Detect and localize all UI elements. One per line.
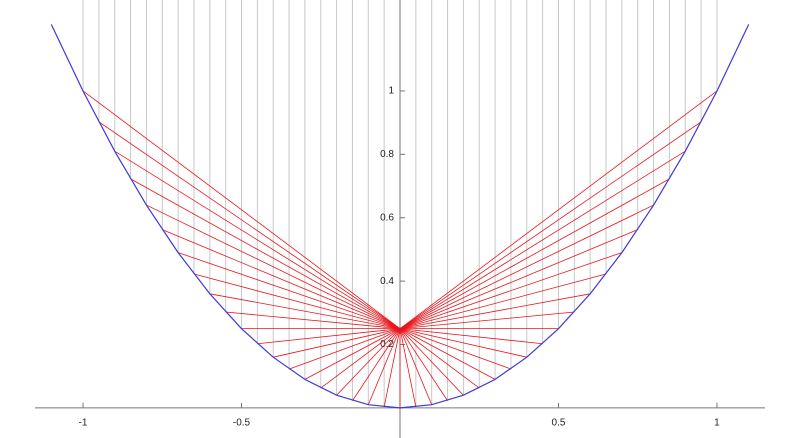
ray [146, 204, 401, 330]
ray [399, 252, 622, 330]
ray [399, 178, 670, 330]
ray [383, 328, 401, 408]
x-tick-label: -1 [79, 418, 88, 429]
ray [399, 328, 464, 396]
ray [399, 229, 638, 330]
ray [257, 328, 401, 345]
y-tick-label: 0.8 [380, 149, 394, 160]
ray [114, 150, 401, 329]
y-tick-label: 0.6 [380, 212, 394, 223]
ray [130, 178, 401, 330]
ray [399, 328, 543, 345]
ray [399, 273, 607, 330]
ray [399, 328, 433, 405]
ray [320, 328, 401, 389]
ray [82, 90, 401, 329]
ray [399, 121, 702, 329]
ray [399, 328, 480, 389]
x-tick-label: 1 [714, 418, 720, 429]
ray [399, 328, 496, 380]
ray [399, 328, 527, 358]
y-tick-label: 0.2 [380, 339, 394, 350]
ray [399, 328, 417, 408]
ray [399, 204, 654, 330]
ray [178, 252, 401, 330]
ray [336, 328, 401, 396]
ray [273, 328, 401, 358]
ray [288, 328, 401, 370]
ray [399, 311, 575, 330]
x-tick-label: -0.5 [233, 418, 251, 429]
ray [162, 229, 401, 330]
parabola [50, 24, 750, 409]
ray [399, 293, 591, 330]
ray [193, 273, 401, 330]
ray [225, 311, 401, 330]
y-tick-label: 1 [388, 86, 394, 97]
ray [399, 150, 686, 329]
ray [209, 293, 401, 330]
y-tick-label: 0.4 [380, 276, 394, 287]
ray [399, 328, 512, 370]
ray [367, 328, 401, 405]
ray [98, 121, 401, 329]
ray [304, 328, 401, 380]
x-tick-label: 0.5 [552, 418, 566, 429]
ray [399, 328, 448, 401]
ray [352, 328, 401, 401]
ray [399, 90, 718, 329]
